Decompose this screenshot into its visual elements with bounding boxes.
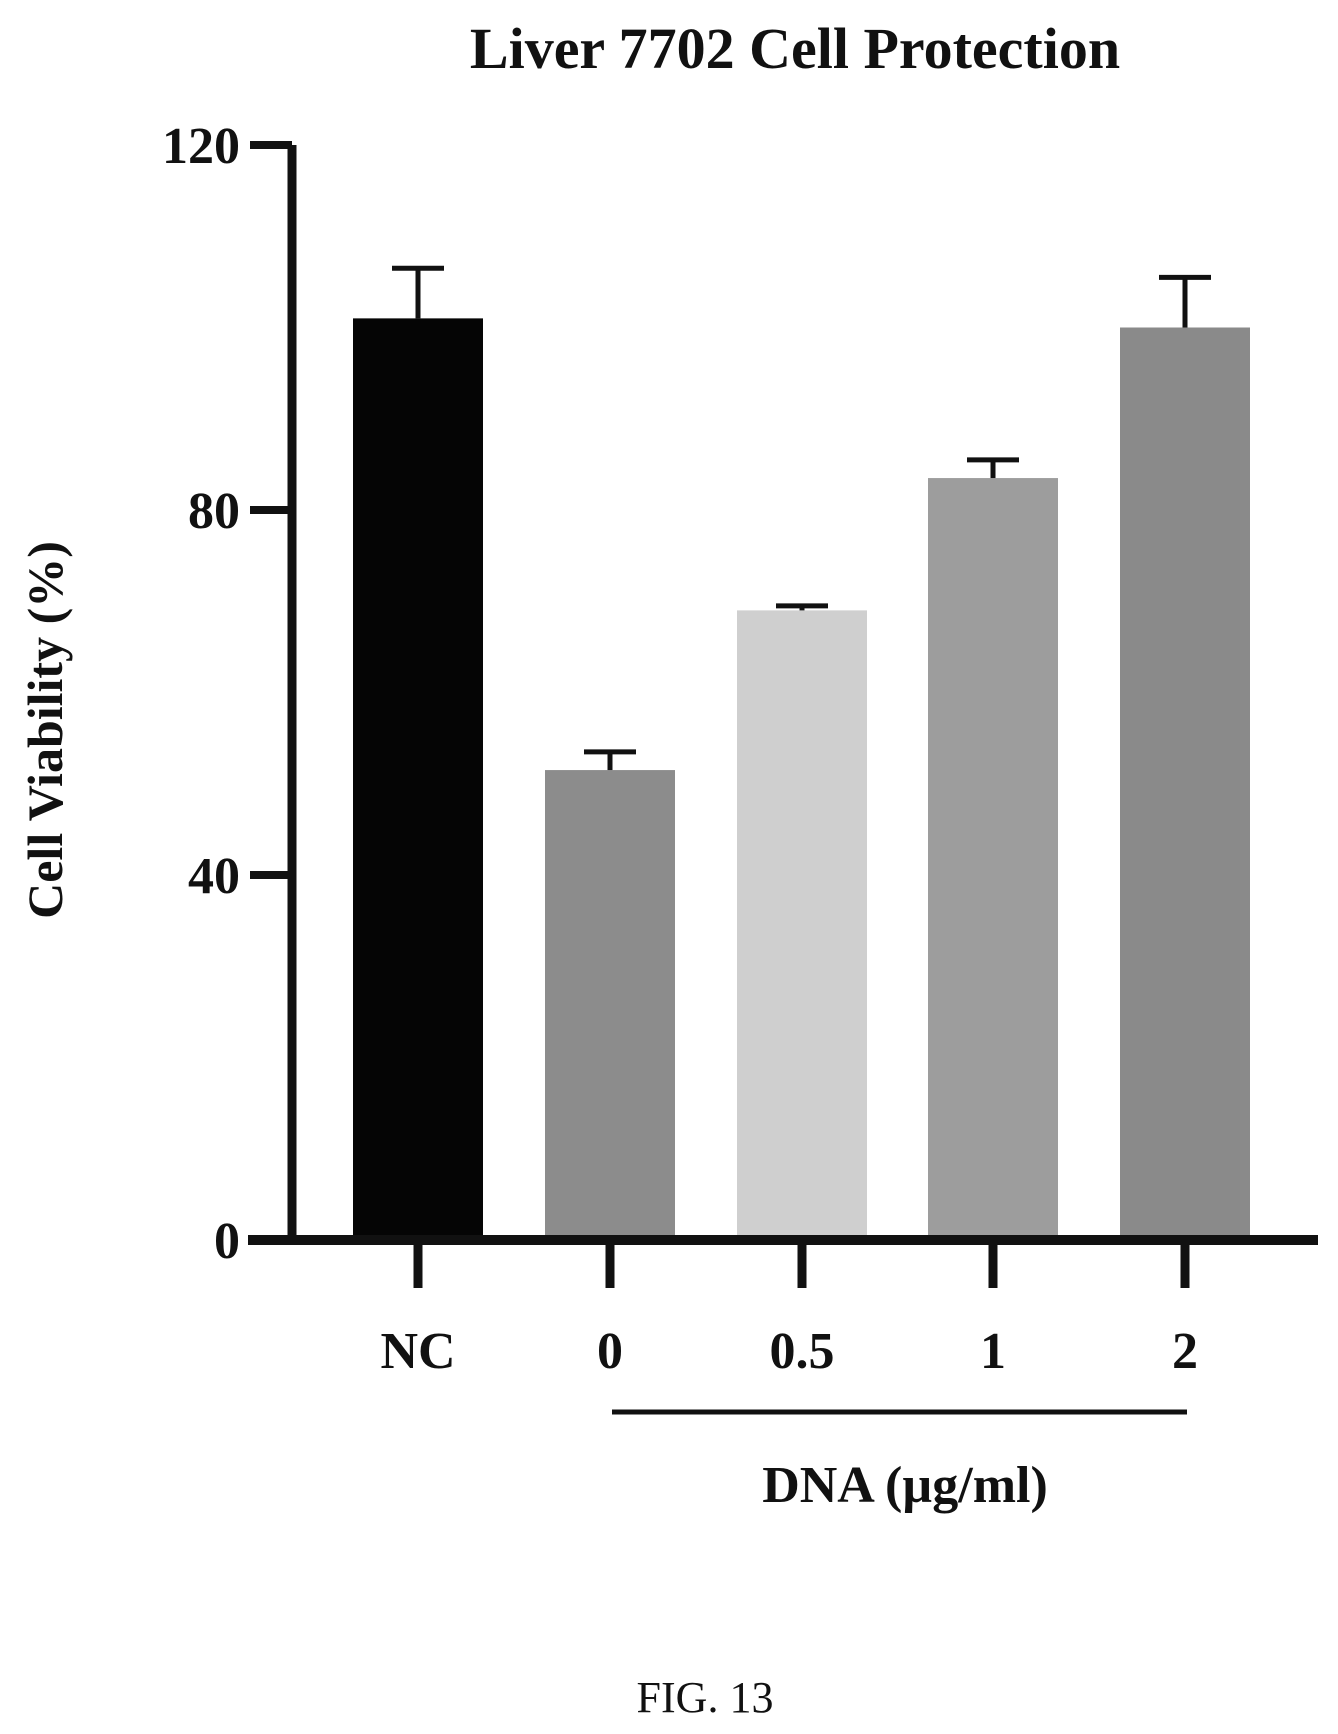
x-tick-label: 2 [1172, 1323, 1198, 1380]
bar [545, 770, 675, 1240]
y-tick-label: 0 [214, 1213, 240, 1270]
chart-title: Liver 7702 Cell Protection [470, 16, 1120, 81]
x-tick-label: 0 [597, 1323, 623, 1380]
y-tick-label: 120 [162, 118, 240, 175]
y-tick-label: 80 [188, 483, 240, 540]
group-label: DNA (µg/ml) [762, 1457, 1048, 1514]
y-tick-label: 40 [188, 848, 240, 905]
x-tick-label: 1 [980, 1323, 1006, 1380]
bar [737, 610, 867, 1240]
y-axis-title: Cell Viability (%) [17, 541, 73, 919]
bar [353, 318, 483, 1240]
figure-caption: FIG. 13 [637, 1673, 774, 1722]
x-tick-label: NC [380, 1323, 455, 1380]
bar [928, 478, 1058, 1240]
bar [1120, 327, 1250, 1240]
x-tick-label: 0.5 [770, 1323, 835, 1380]
